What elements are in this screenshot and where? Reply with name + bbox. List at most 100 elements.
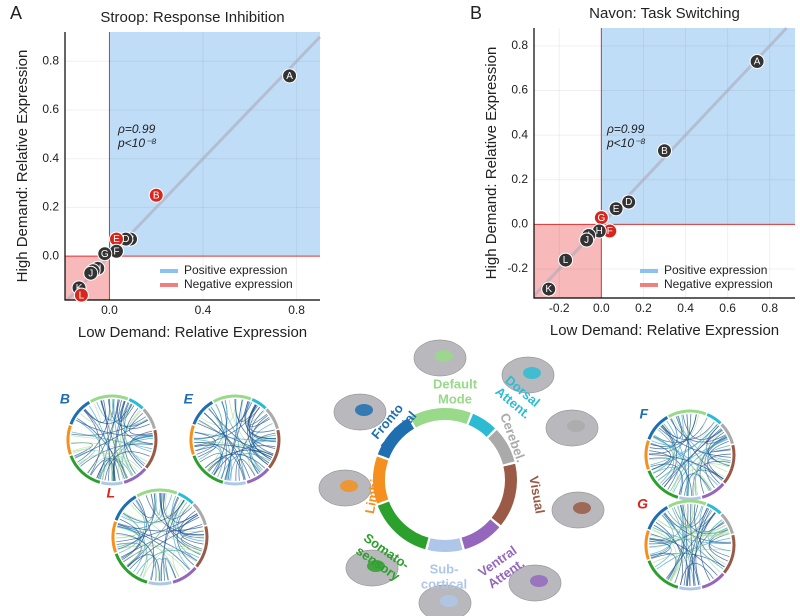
network-segment <box>647 415 669 440</box>
connectivity-label: F <box>639 406 648 422</box>
connection <box>649 504 684 540</box>
y-tick-label: 0.0 <box>42 248 59 262</box>
connection <box>116 513 198 543</box>
connection <box>118 500 145 554</box>
network-label: Default <box>433 376 478 391</box>
chart-title: Navon: Task Switching <box>589 5 740 22</box>
network-segment <box>128 398 144 410</box>
connection <box>104 451 150 481</box>
point <box>73 287 89 303</box>
network-segment <box>172 566 197 584</box>
connection <box>193 439 224 478</box>
connection <box>117 523 198 562</box>
brain-region <box>573 502 591 514</box>
connection <box>228 399 269 464</box>
panel-letter: A <box>10 3 22 23</box>
connection <box>78 453 139 473</box>
point-label: L <box>563 255 569 266</box>
connection <box>699 417 715 438</box>
network-segment <box>487 429 515 465</box>
connection <box>208 408 232 481</box>
annotation: p<10⁻⁸ <box>606 136 646 150</box>
network-segment <box>377 418 415 459</box>
connection <box>657 438 728 481</box>
legend-label: Positive expression <box>184 263 287 277</box>
connection <box>122 513 145 573</box>
y-tick-label: 0.4 <box>42 151 59 165</box>
connection <box>709 448 731 453</box>
network-segment <box>89 394 129 403</box>
y-tick-label: 0.2 <box>42 200 59 214</box>
connection <box>679 562 714 585</box>
network-segment <box>114 495 137 521</box>
connection <box>123 504 191 524</box>
connection <box>652 437 679 493</box>
connection <box>204 412 246 480</box>
y-axis-label: High Demand: Relative Expression <box>14 50 31 283</box>
connection <box>206 403 224 471</box>
connection <box>649 418 678 450</box>
network-segment <box>644 440 650 470</box>
point-label: J <box>88 268 93 279</box>
network-segment <box>268 429 281 469</box>
connection <box>684 504 721 573</box>
connection <box>120 516 200 558</box>
connection <box>653 414 684 474</box>
connection <box>71 442 148 462</box>
connection <box>122 551 148 577</box>
network-segment <box>100 481 124 486</box>
network-segment <box>644 530 650 560</box>
network-segment <box>148 581 172 586</box>
x-tick-label: 0.6 <box>719 301 736 315</box>
connectivity-label: B <box>60 391 70 407</box>
connection <box>694 430 724 496</box>
connection <box>655 425 675 478</box>
connection <box>709 533 730 557</box>
connection <box>709 445 731 462</box>
brain-region <box>440 595 458 607</box>
connection <box>113 399 134 476</box>
connection <box>650 525 672 557</box>
axes <box>64 32 320 301</box>
y-tick-label: 0.8 <box>511 38 528 52</box>
connection <box>686 508 710 586</box>
connection <box>177 510 196 566</box>
x-tick-label: 0.0 <box>101 303 118 317</box>
network-segment <box>461 519 500 550</box>
connection <box>118 523 203 532</box>
point <box>657 143 672 159</box>
connection <box>247 404 269 465</box>
chart-title: Stroop: Response Inhibition <box>100 9 284 26</box>
network-segment <box>123 467 147 484</box>
connection <box>194 444 273 458</box>
network-segment <box>192 400 214 425</box>
y-tick-label: 0.0 <box>511 217 528 231</box>
point-label: B <box>153 190 160 201</box>
network-segment <box>114 553 148 584</box>
connection <box>649 510 713 548</box>
network-label: Limbic <box>362 471 384 515</box>
point-label: L <box>79 290 85 301</box>
connection <box>692 461 731 496</box>
network-segment <box>706 413 722 425</box>
y-tick-label: 0.6 <box>511 83 528 97</box>
network-segment <box>427 538 463 552</box>
point-label: E <box>113 234 120 245</box>
y-tick-label: 0.2 <box>511 172 528 186</box>
brain-region <box>523 367 541 379</box>
connection <box>649 529 671 549</box>
point <box>97 246 113 262</box>
connection <box>181 530 204 552</box>
network-label: Sub- <box>430 561 459 576</box>
x-axis-label: Low Demand: Relative Expression <box>78 324 307 341</box>
connection <box>669 468 725 492</box>
connection <box>117 545 197 563</box>
network-segment <box>723 534 736 574</box>
connection <box>651 424 718 471</box>
connection <box>655 521 684 586</box>
connection <box>119 403 132 479</box>
connection <box>117 493 156 550</box>
connection <box>661 424 677 488</box>
x-tick-label: -0.2 <box>549 301 570 315</box>
connection <box>132 493 154 519</box>
